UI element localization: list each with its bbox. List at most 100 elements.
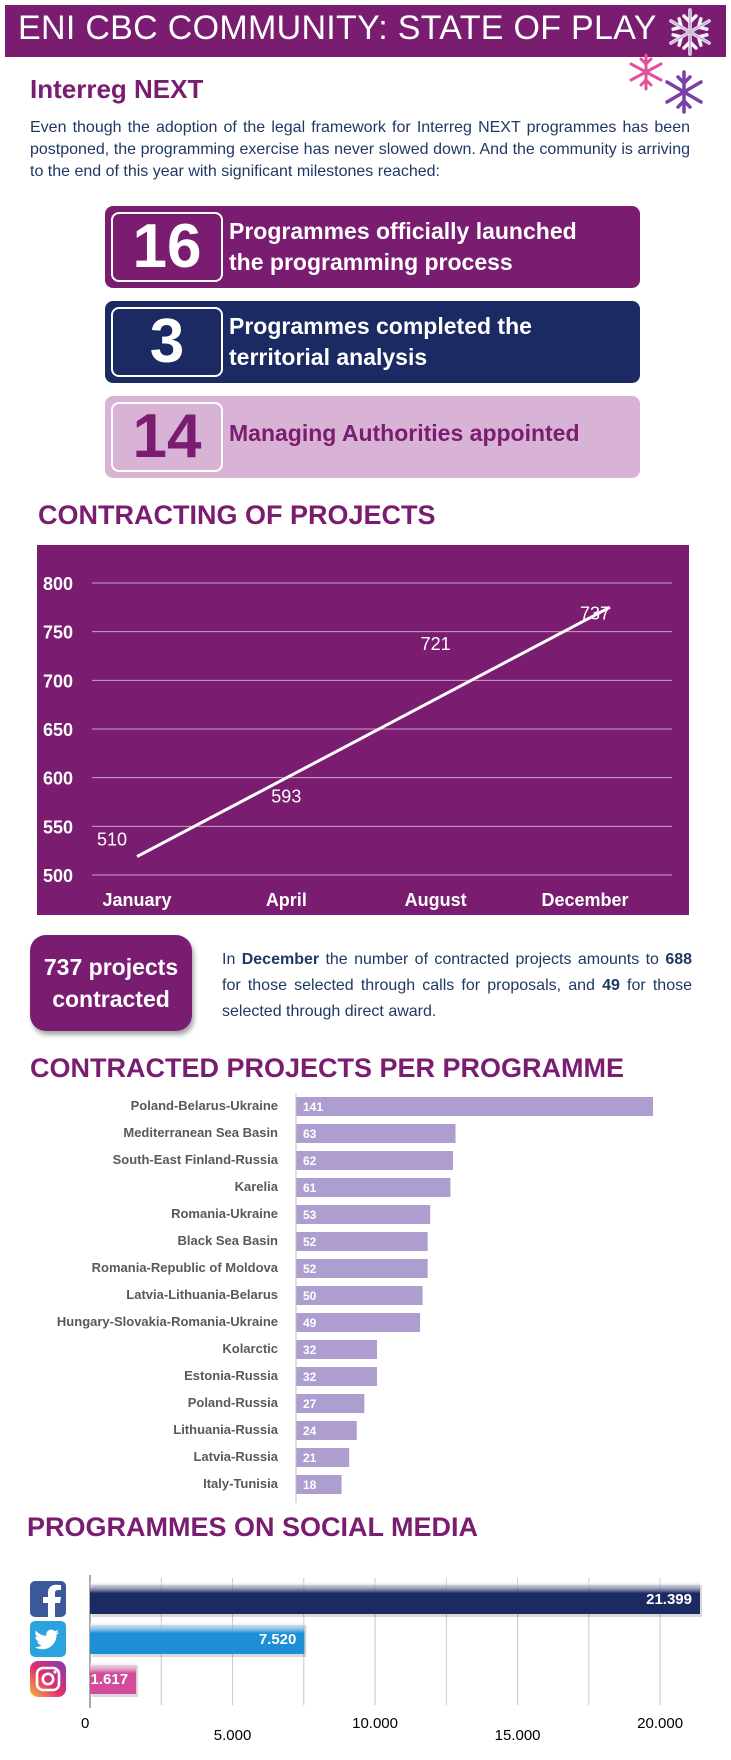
programme-label: Karelia (234, 1179, 278, 1194)
contracting-description: In December the number of contracted pro… (222, 951, 693, 1020)
y-tick-label: 550 (43, 817, 73, 837)
y-tick-label: 800 (43, 574, 73, 594)
y-tick-label: 500 (43, 866, 73, 886)
projects-contracted-callout: 737 projects contracted (30, 935, 192, 1031)
snowflake-icons (629, 8, 711, 114)
data-label: 737 (580, 603, 610, 623)
social-bar-chart: 21.399 7.520 1.617 0 5.000 10.000 15.000 20.000 (81, 1575, 702, 1744)
page-title: ENI CBC COMMUNITY: STATE OF PLAY (18, 9, 657, 47)
bar (296, 1394, 365, 1413)
milestone-number: 14 (111, 402, 223, 472)
milestone-text-line2: territorial analysis (229, 344, 428, 370)
programme-label: Poland-Russia (187, 1395, 278, 1410)
bar (296, 1124, 456, 1143)
y-tick-label: 750 (43, 623, 73, 643)
twitter-icon (30, 1621, 66, 1657)
x-tick-label: 5.000 (214, 1727, 252, 1744)
data-label: 593 (271, 786, 301, 806)
bar-value-label: 141 (303, 1100, 323, 1114)
programme-label: South-East Finland-Russia (112, 1152, 278, 1167)
bar-value-label: 49 (303, 1316, 317, 1330)
bar-value-label: 27 (303, 1397, 317, 1411)
milestone-text-line2: the programming process (229, 249, 513, 275)
bar-value-label: 21.399 (646, 1591, 692, 1608)
callout-line1: 737 projects (43, 954, 179, 980)
contracting-heading: CONTRACTING OF PROJECTS (38, 500, 436, 530)
programme-labels: Poland-Belarus-Ukraine Mediterranean Sea … (20, 1093, 278, 1503)
bar-value-label: 52 (303, 1262, 317, 1276)
contracting-line-chart: 800 750 700 650 600 550 500 January April August D… (37, 545, 689, 915)
bar-value-label: 50 (303, 1289, 317, 1303)
bar-value-label: 32 (303, 1343, 317, 1357)
facebook-icon (30, 1581, 66, 1617)
milestone-text-line1: Programmes officially launched (229, 218, 577, 244)
bar-value-label: 18 (303, 1478, 317, 1492)
bar (90, 1622, 305, 1654)
bar (296, 1475, 342, 1494)
bar (296, 1232, 428, 1251)
instagram-icon (30, 1661, 66, 1697)
programme-bar-chart: 141 63 62 61 53 52 52 50 49 32 32 27 24 21 18 (295, 1093, 653, 1503)
x-tick-label: August (405, 890, 467, 910)
milestone-programmes-launched: 16 Programmes officially launched the pr… (105, 206, 640, 288)
bar-value-label: 63 (303, 1127, 317, 1141)
title-banner (5, 5, 726, 57)
programme-label: Latvia-Russia (193, 1449, 278, 1464)
y-tick-label: 700 (43, 671, 73, 691)
milestone-text-line1: Managing Authorities appointed (229, 420, 580, 446)
bar (296, 1286, 423, 1305)
x-tick-label: December (541, 890, 628, 910)
calls-count: 688 (665, 951, 693, 968)
bar-value-label: 1.617 (91, 1671, 129, 1688)
direct-award-count: 49 (602, 977, 620, 994)
x-tick-label: 10.000 (352, 1715, 398, 1732)
bar (296, 1340, 378, 1359)
bar (90, 1662, 137, 1694)
bar (90, 1582, 700, 1614)
bar-value-label: 21 (303, 1451, 317, 1465)
programme-label: Estonia-Russia (184, 1368, 278, 1383)
programme-label: Black Sea Basin (177, 1233, 278, 1248)
per-programme-heading: CONTRACTED PROJECTS PER PROGRAMME (30, 1053, 625, 1083)
bar-value-label: 32 (303, 1370, 317, 1384)
x-tick-label: 0 (81, 1715, 89, 1732)
data-label: 721 (421, 634, 451, 654)
bar (296, 1259, 428, 1278)
bar (296, 1448, 350, 1467)
bar (296, 1367, 378, 1386)
bar-value-label: 24 (303, 1424, 317, 1438)
y-tick-label: 600 (43, 769, 73, 789)
milestone-number: 3 (111, 307, 223, 377)
programme-label: Mediterranean Sea Basin (123, 1125, 278, 1140)
milestone-number: 16 (111, 212, 223, 282)
x-tick-label: 15.000 (495, 1727, 541, 1744)
milestone-managing-authorities: 14 Managing Authorities appointed (105, 396, 640, 478)
milestone-text-line1: Programmes completed the (229, 313, 532, 339)
programme-label: Italy-Tunisia (203, 1476, 278, 1491)
month-highlight: December (241, 951, 320, 968)
series-line (136, 605, 611, 858)
bar (296, 1178, 451, 1197)
x-tick-label: 20.000 (637, 1715, 683, 1732)
milestone-territorial-analysis: 3 Programmes completed the territorial a… (105, 301, 640, 383)
social-heading: PROGRAMMES ON SOCIAL MEDIA (27, 1512, 479, 1542)
bar (296, 1313, 421, 1332)
bar-value-label: 52 (303, 1235, 317, 1249)
bar-value-label: 53 (303, 1208, 317, 1222)
bar-value-label: 7.520 (259, 1631, 297, 1648)
bar (296, 1421, 357, 1440)
programme-label: Romania-Ukraine (171, 1206, 278, 1221)
programme-label: Hungary-Slovakia-Romania-Ukraine (56, 1314, 278, 1329)
programme-label: Kolarctic (222, 1341, 278, 1356)
programme-label: Poland-Belarus-Ukraine (130, 1098, 278, 1113)
bar (296, 1205, 431, 1224)
programme-label: Lithuania-Russia (173, 1422, 278, 1437)
x-tick-label: April (266, 890, 307, 910)
bar (296, 1151, 453, 1170)
x-tick-label: January (102, 890, 171, 910)
y-tick-label: 650 (43, 720, 73, 740)
intro-paragraph: Even though the adoption of the legal fr… (30, 119, 690, 180)
chart-background (37, 545, 689, 915)
data-label: 510 (97, 829, 127, 849)
callout-line2: contracted (52, 986, 170, 1012)
